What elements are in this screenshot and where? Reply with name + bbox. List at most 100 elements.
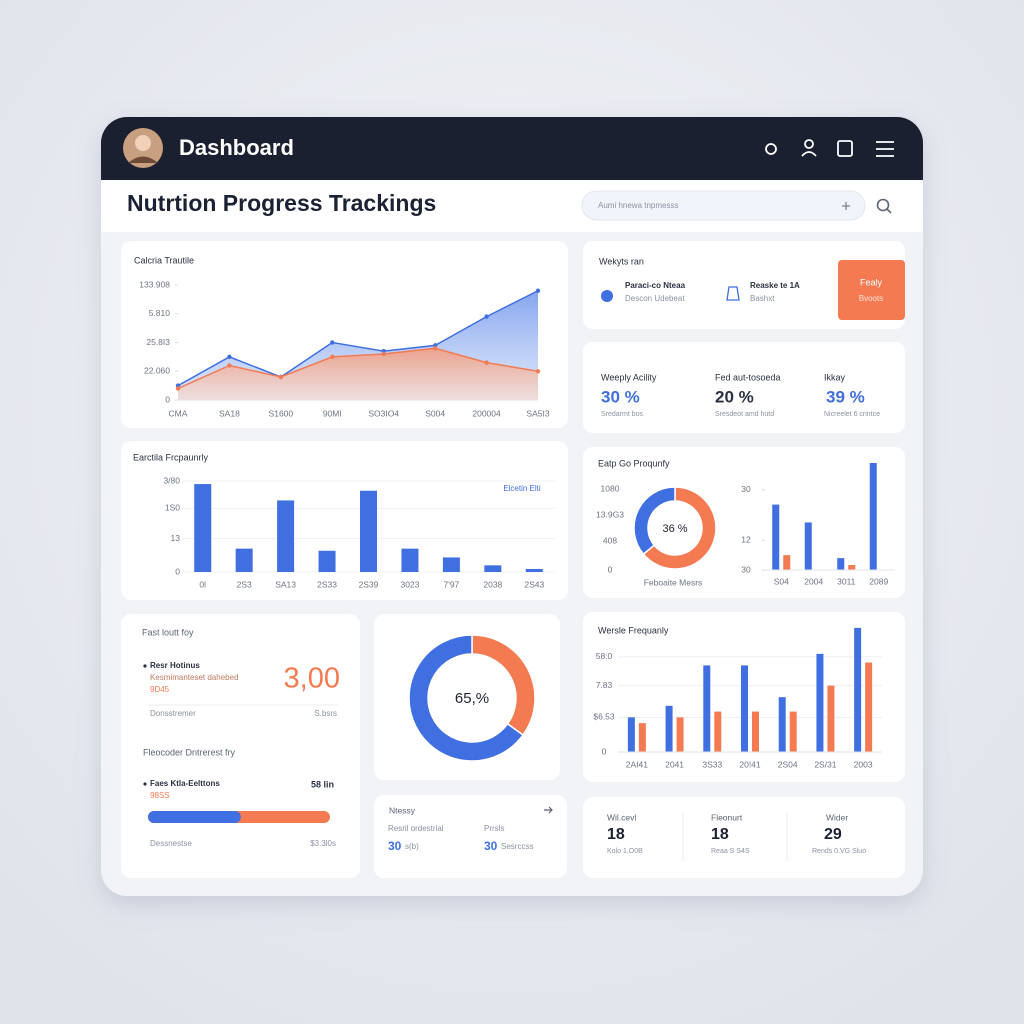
reminder-sub: Descon Udebeat xyxy=(625,294,685,303)
note-label: Prrsls xyxy=(484,824,504,833)
avatar-body xyxy=(128,156,158,163)
count-sub: Reaa S S4S xyxy=(711,848,750,855)
x-tick-label: 200004 xyxy=(472,408,501,418)
row-label: Dessnestse xyxy=(150,839,192,848)
reminder-title: Reaske te 1A xyxy=(750,281,800,290)
search-add[interactable] xyxy=(842,202,850,210)
x-tick-label: SA5I3 xyxy=(526,408,549,418)
y-tick-label: 0 xyxy=(165,394,170,404)
x-tick-label: 2003 xyxy=(854,759,873,769)
count-label: Wider xyxy=(826,812,848,822)
bar xyxy=(752,711,759,752)
x-tick-label: 2S43 xyxy=(524,579,544,589)
y-tick-label: 0 xyxy=(175,566,180,576)
big-value: 3,00 xyxy=(284,663,340,695)
reminder-title: Paraci-co Nteaa xyxy=(625,281,686,290)
count-sub: Rends 0.VG Sluo xyxy=(812,848,866,855)
icon-menu[interactable] xyxy=(876,141,894,157)
point xyxy=(432,346,438,351)
x-tick-label: 7'97 xyxy=(443,579,459,589)
icon-user[interactable] xyxy=(804,139,814,149)
chart-title: Earctila Frcpaunrly xyxy=(133,452,209,462)
icon-coin[interactable] xyxy=(765,143,777,155)
x-tick-label: 2S39 xyxy=(359,579,379,589)
x-tick-label: 2S04 xyxy=(778,759,798,769)
count-value: 18 xyxy=(607,826,625,843)
summary-title: Fast loutt foy xyxy=(142,627,194,637)
search-icon[interactable] xyxy=(876,198,890,212)
note-unit: s(b) xyxy=(405,842,419,851)
side-label: 408 xyxy=(603,535,617,545)
x-tick-label: 2S33 xyxy=(317,579,337,589)
point xyxy=(175,386,181,391)
summary-subtitle: Fleocoder Dntrerest fry xyxy=(143,747,236,757)
side-label: 1080 xyxy=(601,483,620,493)
search-placeholder: Aumi hnewa tnpmesss xyxy=(598,201,678,210)
y-tick-label: 1S0 xyxy=(165,503,180,513)
panel-bars xyxy=(121,441,568,600)
summary: Fast loutt foy Resr Hotinus Kesmimantese… xyxy=(142,627,340,848)
count-label: Fleonurt xyxy=(711,812,743,822)
y-tick-label: 22.060 xyxy=(144,366,170,376)
top-bar xyxy=(101,117,923,180)
bar xyxy=(772,504,780,570)
notes-arrow[interactable] xyxy=(544,806,553,814)
notes: Ntessy Resril ordestrial 30 s(b) Prrsls … xyxy=(388,805,553,853)
area-fill xyxy=(178,348,538,400)
x-tick-label: SA18 xyxy=(219,408,240,418)
row-value: $3.3l0s xyxy=(310,839,336,848)
bar xyxy=(484,565,502,572)
stat-label: Fed aut-tosoeda xyxy=(715,372,781,382)
item-code: 98SS xyxy=(150,791,170,800)
y-tick-label: 25.8I3 xyxy=(146,337,170,347)
center-label: 65,% xyxy=(455,690,489,707)
x-tick-label: 2038 xyxy=(483,579,502,589)
bar xyxy=(848,564,856,570)
count-value: 18 xyxy=(711,826,729,843)
point xyxy=(330,354,335,360)
point xyxy=(227,363,232,368)
bar xyxy=(837,558,845,570)
bullet xyxy=(143,782,147,786)
reminder-icon xyxy=(726,286,740,301)
item-name: Resr Hotinus xyxy=(150,661,200,670)
header-icons xyxy=(765,139,894,157)
pie-slice xyxy=(633,486,676,556)
count-value: 29 xyxy=(824,826,842,843)
pie-slice xyxy=(642,486,717,570)
search-box[interactable] xyxy=(581,190,866,221)
x-tick-label: 2004 xyxy=(804,576,823,586)
bar xyxy=(854,627,862,752)
bar xyxy=(816,653,824,752)
point xyxy=(484,314,489,319)
bar xyxy=(869,463,877,570)
bar xyxy=(277,500,295,572)
count-sub: Kolo 1,O0B xyxy=(607,848,643,855)
point xyxy=(535,369,541,374)
y-tick-label: 30 xyxy=(741,564,751,574)
bar xyxy=(741,665,748,752)
point xyxy=(227,354,232,360)
x-tick-label: 3023 xyxy=(400,579,419,589)
note-unit: Sesrccss xyxy=(501,842,533,851)
bar xyxy=(827,685,835,752)
chart-title: Eatp Go Proqunfy xyxy=(598,458,670,468)
panel-counts xyxy=(583,797,905,878)
reminder-button[interactable] xyxy=(838,260,905,320)
panel-mixed xyxy=(583,447,905,598)
counts: Wil.cevl 18 Kolo 1,O0B Fleonurt 18 Reaa … xyxy=(607,812,866,862)
bar xyxy=(360,490,377,572)
bar xyxy=(442,557,460,572)
x-tick-label: S04 xyxy=(774,576,789,586)
row-value: S.bsrs xyxy=(314,709,337,718)
x-tick-label: 2AI41 xyxy=(626,759,648,769)
y-tick-label: 58:0 xyxy=(596,651,613,661)
x-tick-label: 90MI xyxy=(323,408,342,418)
y-tick-label: 13 xyxy=(171,533,181,543)
icon-doc[interactable] xyxy=(837,140,853,157)
line xyxy=(177,290,539,387)
count-label: Wil.cevl xyxy=(607,812,636,822)
button-title: Fealy xyxy=(860,277,883,287)
side-label: 0 xyxy=(608,564,613,574)
